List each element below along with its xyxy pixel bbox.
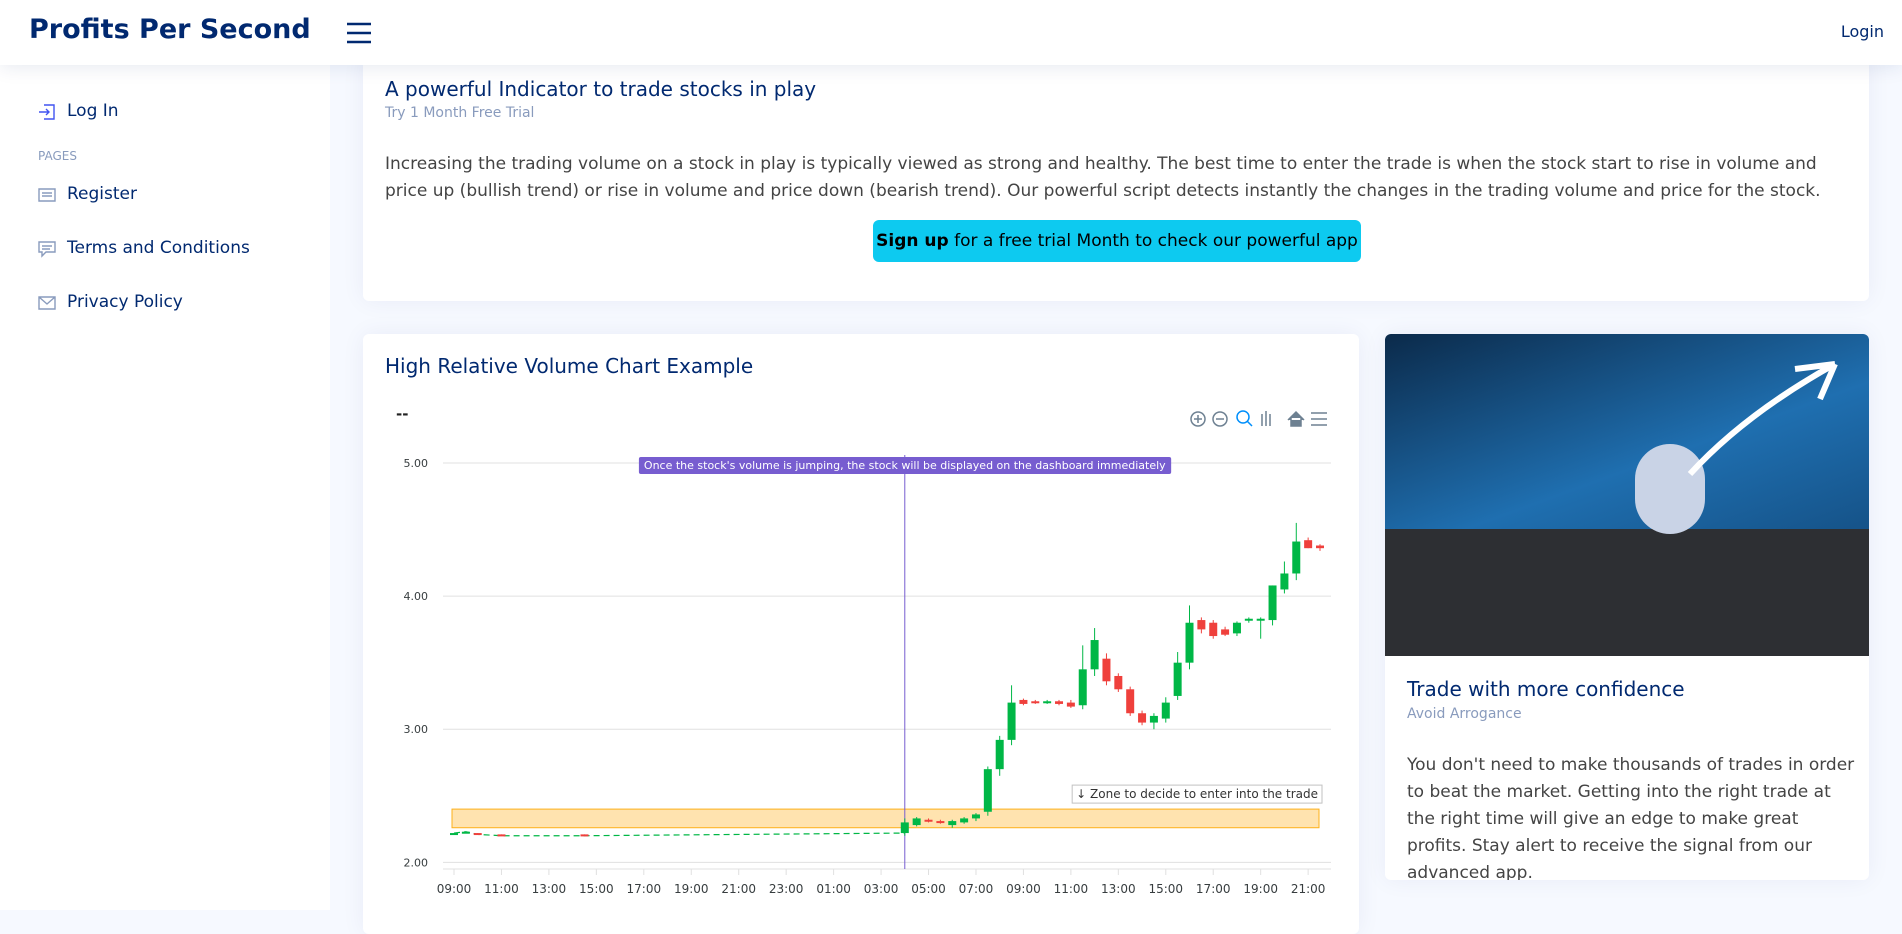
image-sofa bbox=[1385, 529, 1869, 656]
signup-button[interactable]: Sign up for a free trial Month to check … bbox=[873, 220, 1361, 262]
feature-image bbox=[1385, 334, 1869, 656]
feature-card: Trade with more confidence Avoid Arrogan… bbox=[1385, 334, 1869, 880]
chart-title: High Relative Volume Chart Example bbox=[385, 354, 754, 378]
feature-text: You don't need to make thousands of trad… bbox=[1407, 755, 1855, 880]
menu-toggle[interactable] bbox=[346, 22, 372, 44]
nav-login[interactable]: Log In bbox=[67, 101, 119, 121]
brand[interactable]: Profits Per Second bbox=[29, 14, 311, 45]
chart-card: High Relative Volume Chart Example bbox=[363, 334, 1359, 934]
intro-text: Increasing the trading volume on a stock… bbox=[385, 154, 1821, 201]
feature-subtitle: Avoid Arrogance bbox=[1407, 706, 1522, 722]
nav-privacy[interactable]: Privacy Policy bbox=[67, 292, 183, 312]
nav-register[interactable]: Register bbox=[67, 184, 137, 204]
signup-bold: Sign up bbox=[876, 231, 949, 251]
terms-icon bbox=[38, 241, 56, 258]
login-icon bbox=[39, 104, 55, 120]
page: Profits Per Second Login Log In PAGES Re… bbox=[0, 0, 1902, 910]
nav-terms[interactable]: Terms and Conditions bbox=[67, 238, 250, 258]
login-link[interactable]: Login bbox=[1840, 22, 1884, 41]
image-person bbox=[1635, 444, 1705, 534]
intro-card: A powerful Indicator to trade stocks in … bbox=[363, 55, 1869, 301]
signup-text: for a free trial Month to check our powe… bbox=[954, 231, 1358, 251]
intro-title: A powerful Indicator to trade stocks in … bbox=[385, 77, 817, 101]
header: Profits Per Second Login bbox=[0, 0, 1902, 65]
register-icon bbox=[38, 188, 56, 202]
nav-section: PAGES bbox=[38, 149, 77, 163]
sidebar: Log In PAGES Register Terms and Conditio… bbox=[0, 65, 330, 910]
feature-title: Trade with more confidence bbox=[1407, 677, 1685, 701]
privacy-icon bbox=[38, 296, 56, 310]
image-arrow bbox=[1687, 361, 1838, 477]
intro-subtitle: Try 1 Month Free Trial bbox=[385, 105, 535, 121]
